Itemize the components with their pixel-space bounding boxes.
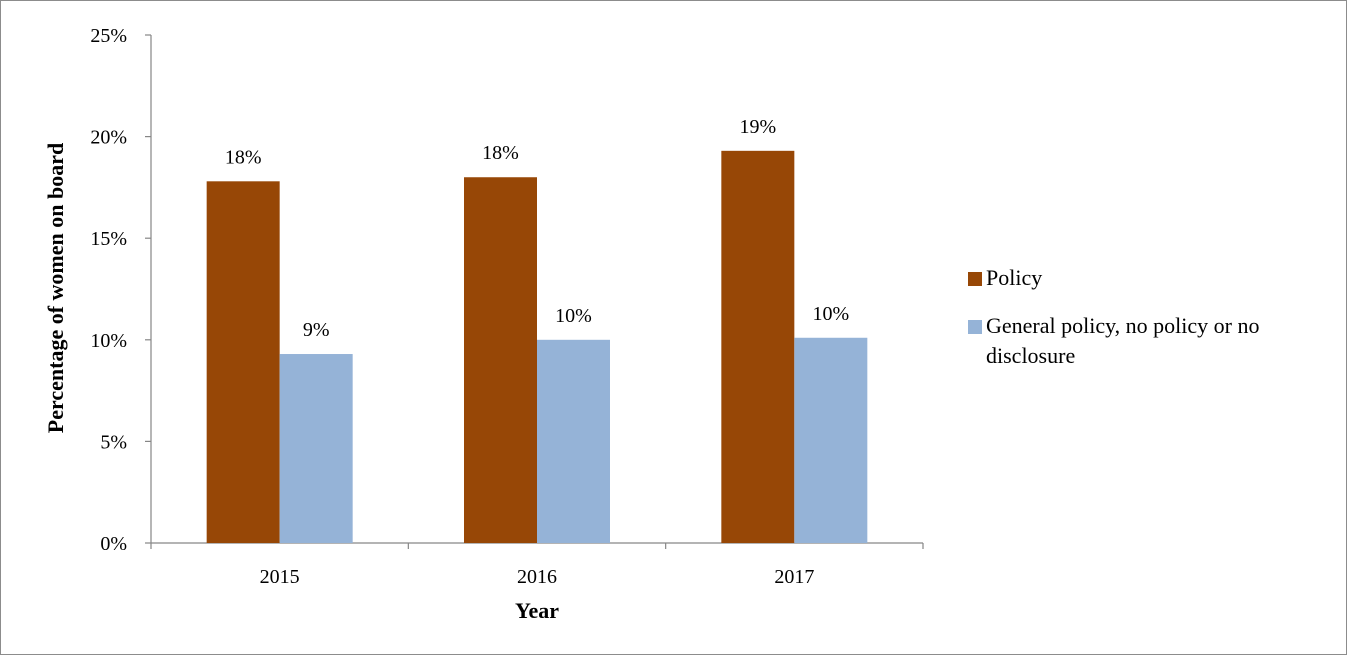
legend-swatch-policy: [968, 272, 982, 286]
data-label: 10%: [555, 305, 592, 327]
data-label: 10%: [812, 303, 849, 325]
legend-item-policy: Policy: [966, 263, 1336, 293]
bar-general-policy-2016: [537, 339, 610, 543]
y-tick-label: 25%: [90, 25, 127, 47]
data-label: 18%: [482, 142, 519, 164]
data-label: 9%: [303, 319, 330, 341]
y-tick-label: 20%: [90, 127, 127, 149]
data-labels: 18% 9% 18% 10% 19% 10%: [225, 116, 849, 341]
bar-policy-2016: [464, 177, 537, 544]
x-tick-label: 2016: [517, 566, 557, 588]
y-axis-title: Percentage of women on board: [43, 143, 68, 433]
bars: [206, 150, 868, 544]
bar-general-policy-2015: [279, 354, 353, 543]
legend: Policy General policy, no policy or no d…: [966, 263, 1336, 389]
y-tick-label: 10%: [90, 330, 127, 352]
x-axis-title: Year: [515, 598, 559, 623]
legend-label-policy: Policy: [986, 265, 1043, 290]
y-tick-label: 5%: [100, 431, 127, 453]
data-label: 19%: [739, 116, 776, 138]
bar-general-policy-2017: [794, 337, 868, 543]
bar-policy-2017: [721, 150, 795, 543]
legend-item-general-policy: General policy, no policy or no disclosu…: [966, 311, 1336, 371]
legend-swatch-general-policy: [968, 320, 982, 334]
data-label: 18%: [225, 146, 262, 168]
x-tick-label: 2017: [774, 566, 814, 588]
bar-policy-2015: [206, 181, 280, 543]
legend-label-general-policy: General policy, no policy or no disclosu…: [986, 313, 1260, 368]
y-tick-label: 15%: [90, 228, 127, 250]
x-tick-label: 2015: [260, 566, 300, 588]
y-tick-label: 0%: [100, 533, 127, 555]
